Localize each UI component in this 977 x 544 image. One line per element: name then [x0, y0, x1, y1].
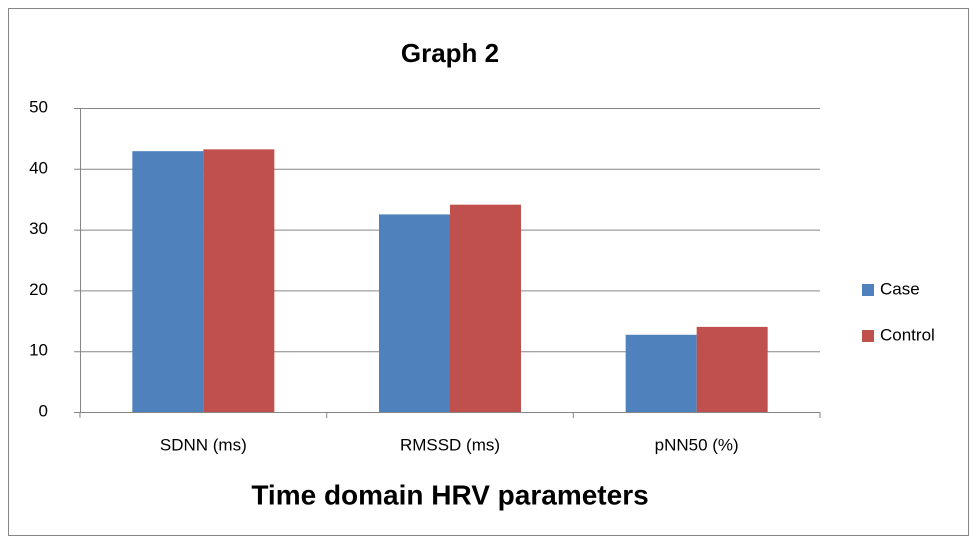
legend-label: Case — [880, 279, 920, 298]
y-tick-label: 10 — [29, 341, 48, 360]
x-tick-label: RMSSD (ms) — [400, 435, 500, 454]
bar — [379, 214, 450, 412]
bar — [696, 326, 768, 412]
y-tick-label: 50 — [29, 97, 48, 116]
bar — [450, 204, 521, 412]
bar — [132, 151, 204, 412]
legend-swatch — [862, 330, 874, 342]
y-tick-label: 0 — [39, 401, 48, 420]
legend-swatch — [862, 284, 874, 296]
y-tick-label: 20 — [29, 280, 48, 299]
bar — [625, 334, 697, 412]
x-tick-label: SDNN (ms) — [160, 435, 247, 454]
bar — [203, 149, 275, 412]
legend-label: Control — [880, 325, 935, 344]
x-axis-title: Time domain HRV parameters — [251, 479, 648, 510]
y-tick-label: 30 — [29, 219, 48, 238]
x-tick-label: pNN50 (%) — [655, 435, 739, 454]
y-tick-label: 40 — [29, 158, 48, 177]
chart-title: Graph 2 — [401, 38, 499, 68]
